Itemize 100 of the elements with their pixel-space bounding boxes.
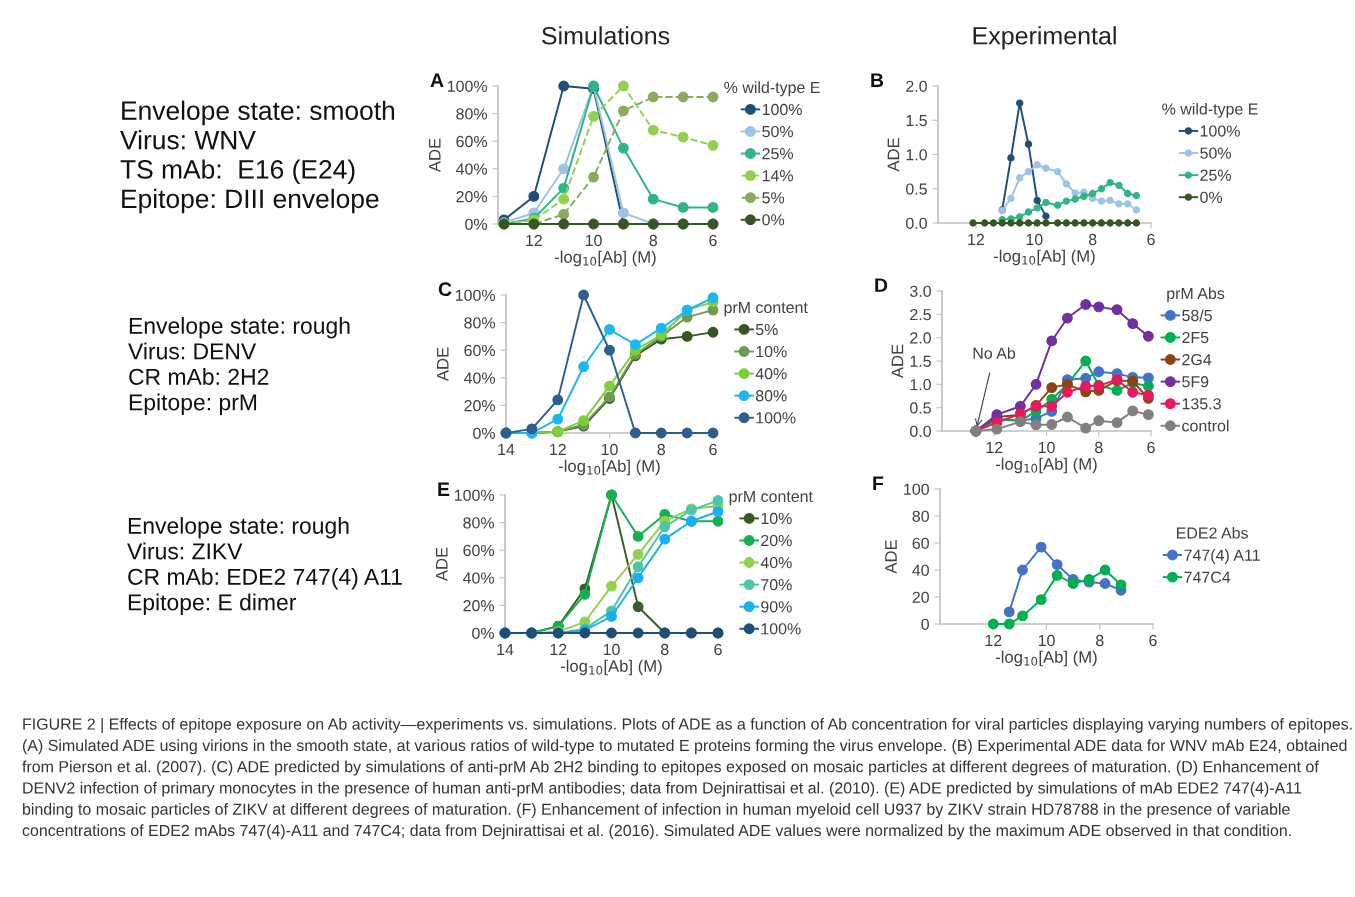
y-tick-label: 80% bbox=[464, 317, 496, 329]
annotation: No Ab bbox=[973, 347, 1016, 359]
chart-title: Simulations bbox=[542, 26, 670, 45]
y-tick-label: 2.0 bbox=[910, 332, 931, 344]
y-tick-label: 3.0 bbox=[909, 285, 931, 297]
y-tick-label: 40% bbox=[462, 572, 495, 584]
legend-label: 40% bbox=[755, 368, 787, 380]
legend-label: 40% bbox=[760, 556, 792, 569]
y-tick-label: 80 bbox=[912, 510, 929, 522]
y-tick-label: 1.5 bbox=[906, 115, 927, 127]
x-tick-label: 10 bbox=[603, 643, 620, 656]
x-tick-label: 8 bbox=[657, 443, 665, 456]
x-axis-title: -log$_{10}$[Ab] (M) bbox=[558, 459, 660, 476]
legend-label: 135.3 bbox=[1182, 398, 1221, 410]
x-tick-label: 8 bbox=[649, 234, 658, 247]
y-tick-label: 1.0 bbox=[910, 378, 931, 391]
text: C bbox=[438, 282, 452, 297]
y-tick-label: 60 bbox=[912, 537, 929, 549]
legend-title: % wild-type E bbox=[1162, 102, 1258, 118]
y-tick-label: 0% bbox=[473, 427, 496, 439]
legend-title: prM content bbox=[724, 301, 808, 317]
legend-title: EDE2 Abs bbox=[1177, 526, 1248, 539]
y-tick-label: 0% bbox=[465, 218, 488, 230]
x-axis-title: -log$_{10}$[Ab] (M) bbox=[995, 457, 1097, 474]
legend-label: 0% bbox=[762, 214, 785, 226]
y-tick-label: 0.5 bbox=[910, 402, 931, 414]
x-tick-label: 8 bbox=[661, 643, 669, 656]
x-tick-label: 6 bbox=[714, 643, 722, 656]
x-tick-label: 10 bbox=[585, 234, 602, 247]
y-tick-label: 40% bbox=[455, 163, 488, 175]
y-tick-label: 20% bbox=[464, 400, 496, 412]
y-tick-label: 20 bbox=[912, 591, 929, 603]
y-tick-label: 40% bbox=[463, 372, 496, 384]
text: Envelope state: rough Virus: ZIKV CR mAb: EDE2 747(4) A11 Epitope: E dimer bbox=[127, 517, 402, 615]
legend-label: 747C4 bbox=[1184, 571, 1231, 583]
x-tick-label: 10 bbox=[1038, 634, 1055, 647]
y-tick-label: 80% bbox=[463, 517, 495, 529]
caption: FIGURE 2 | Effects of epitope exposure on Ab activity—experiments vs. simulations. Plots of ADE as a function of Ab concentration for viral particles displaying varying numbers of epitopes. (A) Simulated ADE using virions in the smooth state, at various ratios of wild-type to mutated E proteins forming the virus envelope. (B) Experimental ADE data for WNV mAb E24, obtained from Pierson et al. (2007). (C) ADE predicted by simulations of anti-prM Ab 2H2 binding to epitopes exposed on mosaic particles at different degrees of maturation. (D) Enhancement of DENV2 infection of primary monocytes in the presence of human anti-prM antibodies; data from Dejnirattisai et al. (2010). (E) ADE predicted by simulations of mAb EDE2 747(4)-A11 binding to mosaic particles of ZIKV at different degrees of maturation. (F) Enhancement of infection in human myeloid cell U937 by ZIKV strain HD78788 in the presence of variable concentrations of EDE2 mAbs 747(4)-A11 and 747C4; data from Dejnirattisai et al. (2016). Simulated ADE values were normalized by the maximum ADE observed in that condition. bbox=[22, 718, 1352, 840]
legend-label: 50% bbox=[1200, 147, 1231, 159]
y-axis-title: ADE bbox=[429, 138, 441, 173]
text: D bbox=[875, 278, 888, 292]
y-tick-label: 60% bbox=[464, 344, 496, 357]
y-tick-label: 0.5 bbox=[906, 183, 927, 195]
x-axis-title: -log$_{10}$[Ab] (M) bbox=[995, 650, 1097, 667]
legend-title: prM content bbox=[729, 490, 813, 506]
x-tick-label: 8 bbox=[1096, 634, 1104, 647]
y-tick-label: 1.0 bbox=[906, 149, 927, 161]
legend-label: control bbox=[1182, 419, 1229, 432]
y-tick-label: 40 bbox=[912, 564, 929, 576]
x-axis-title: -log$_{10}$[Ab] (M) bbox=[993, 249, 1095, 266]
text: A bbox=[430, 73, 444, 87]
legend-label: 25% bbox=[1200, 169, 1231, 181]
x-tick-label: 12 bbox=[985, 634, 1002, 646]
legend-label: 20% bbox=[761, 534, 792, 547]
legend-label: 10% bbox=[756, 345, 787, 358]
x-tick-label: 10 bbox=[1026, 233, 1043, 246]
legend-label: 100% bbox=[1200, 125, 1240, 137]
y-tick-label: 20% bbox=[463, 600, 495, 612]
x-tick-label: 8 bbox=[1088, 233, 1097, 246]
y-tick-label: 2.5 bbox=[910, 308, 931, 321]
y-tick-label: 100% bbox=[455, 289, 496, 301]
y-tick-label: 0% bbox=[472, 627, 495, 639]
x-tick-label: 6 bbox=[709, 443, 717, 456]
legend-title: % wild-type E bbox=[724, 81, 820, 97]
x-tick-label: 6 bbox=[1147, 441, 1155, 454]
x-tick-label: 10 bbox=[601, 443, 618, 456]
legend-label: 80% bbox=[755, 390, 787, 402]
y-axis-title: ADE bbox=[891, 344, 904, 379]
y-tick-label: 80% bbox=[456, 108, 488, 120]
legend-label: 2F5 bbox=[1182, 331, 1209, 344]
x-tick-label: 14 bbox=[497, 644, 514, 655]
legend-label: 0% bbox=[1200, 191, 1223, 203]
legend-label: 2G4 bbox=[1182, 353, 1212, 366]
legend-label: 70% bbox=[761, 579, 792, 591]
legend-label: 100% bbox=[761, 623, 801, 635]
y-axis-title: ADE bbox=[887, 138, 900, 172]
x-tick-label: 10 bbox=[1038, 441, 1055, 454]
x-tick-label: 12 bbox=[526, 234, 542, 246]
x-axis-title: -log$_{10}$[Ab] (M) bbox=[554, 250, 656, 267]
legend-label: 90% bbox=[761, 601, 792, 613]
y-axis-title: ADE bbox=[437, 347, 449, 382]
x-tick-label: 6 bbox=[1149, 634, 1157, 647]
y-axis-title: ADE bbox=[885, 540, 897, 574]
legend-label: 25% bbox=[762, 147, 794, 160]
legend-label: 5% bbox=[755, 323, 778, 336]
y-axis-title: ADE bbox=[436, 547, 448, 582]
legend-label: 58/5 bbox=[1182, 309, 1212, 322]
legend-title: prM Abs bbox=[1167, 287, 1225, 303]
x-tick-label: 12 bbox=[968, 233, 985, 245]
legend-label: 100% bbox=[756, 412, 796, 424]
text: Envelope state: rough Virus: DENV CR mAb: 2H2 Epitope: prM bbox=[128, 317, 350, 415]
y-tick-label: 100% bbox=[447, 80, 488, 92]
x-tick-label: 6 bbox=[709, 234, 717, 247]
chart-title: Experimental bbox=[973, 26, 1116, 50]
y-tick-label: 100% bbox=[454, 489, 495, 501]
y-tick-label: 20% bbox=[456, 191, 488, 203]
y-tick-label: 2.0 bbox=[906, 80, 927, 92]
text: E bbox=[438, 482, 450, 496]
y-tick-label: 1.5 bbox=[910, 355, 931, 367]
text: B bbox=[871, 73, 884, 87]
